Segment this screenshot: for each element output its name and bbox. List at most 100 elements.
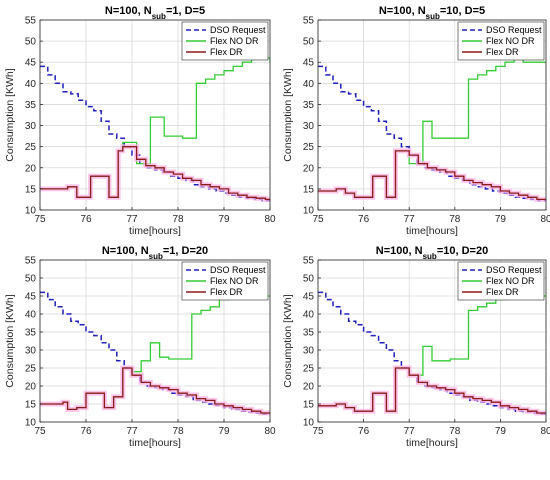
title-subscript: sub [423, 252, 437, 261]
series-line-flex-dr [318, 150, 546, 201]
y-tick-label: 40 [303, 79, 315, 90]
y-tick-label: 15 [25, 400, 37, 411]
y-tick-label: 35 [25, 328, 37, 339]
y-tick-label: 25 [303, 142, 315, 153]
x-axis-label: time[hours] [129, 225, 181, 237]
x-axis-label: time[hours] [406, 437, 458, 449]
x-tick-label: 76 [80, 214, 92, 225]
y-axis-label: Consumption [KWh] [4, 68, 16, 161]
x-tick-label: 78 [172, 426, 184, 437]
y-tick-label: 45 [25, 58, 37, 69]
legend-entry: Flex NO DR [210, 276, 259, 286]
y-tick-label: 15 [303, 400, 315, 411]
y-tick-label: 50 [303, 37, 315, 48]
x-tick-label: 78 [449, 214, 461, 225]
x-tick-label: 79 [218, 426, 230, 437]
x-tick-label: 76 [358, 214, 370, 225]
y-tick-label: 15 [303, 184, 315, 195]
y-tick-label: 55 [25, 16, 37, 27]
x-tick-label: 79 [495, 214, 507, 225]
y-axis-label: Consumption [KWh] [282, 294, 294, 387]
y-tick-label: 20 [303, 382, 315, 393]
y-tick-label: 35 [303, 328, 315, 339]
y-tick-label: 50 [303, 274, 315, 285]
y-tick-label: 45 [25, 292, 37, 303]
y-tick-label: 20 [303, 163, 315, 174]
panel-title: N=100, Nsub=10, D=20 [376, 245, 488, 261]
x-tick-label: 79 [495, 426, 507, 437]
legend-entry: Flex DR [210, 287, 243, 297]
panel-bottom-left: 75 76 77 78 79 80 10 15 20 25 30 35 40 45 50 55 time[hou… [4, 245, 276, 449]
panel-top-right: 75 76 77 78 79 80 10 15 20 25 30 35 40 45 50 55 time[hou… [282, 5, 550, 237]
title-prefix: N=100, N [376, 245, 423, 257]
y-tick-label: 25 [303, 364, 315, 375]
x-tick-label: 75 [34, 426, 46, 437]
x-tick-label: 75 [312, 214, 324, 225]
y-tick-label: 20 [25, 163, 37, 174]
title-suffix: =10, D=20 [437, 245, 488, 257]
plot-series [40, 57, 270, 202]
title-subscript: sub [152, 12, 166, 21]
plot-series [318, 57, 546, 202]
x-tick-label: 77 [404, 426, 416, 437]
y-tick-label: 10 [25, 206, 37, 217]
y-axis-label: Consumption [KWh] [282, 68, 294, 161]
legend-entry: DSO Request [210, 265, 266, 275]
y-tick-label: 30 [303, 346, 315, 357]
x-tick-label: 80 [264, 214, 276, 225]
legend-entry: Flex NO DR [486, 36, 535, 46]
x-tick-label: 75 [34, 214, 46, 225]
legend-entry: DSO Request [210, 25, 266, 35]
y-tick-label: 55 [303, 16, 315, 27]
y-tick-label: 45 [303, 292, 315, 303]
legend-entry: Flex DR [486, 47, 519, 57]
x-axis-label: time[hours] [406, 225, 458, 237]
panel-top-left: 75 76 77 78 79 80 10 15 20 25 30 35 40 45 50 55 time[hou… [4, 5, 276, 237]
title-prefix: N=100, N [379, 5, 426, 17]
y-tick-label: 10 [303, 206, 315, 217]
x-tick-label: 75 [312, 426, 324, 437]
y-tick-label: 15 [25, 184, 37, 195]
legend-entry: Flex NO DR [210, 36, 259, 46]
y-tick-label: 55 [25, 256, 37, 267]
x-tick-label: 77 [126, 214, 138, 225]
title-suffix: =10, D=5 [440, 5, 485, 17]
y-tick-label: 35 [25, 100, 37, 111]
series-line-flex-dr [40, 367, 270, 415]
y-axis-label: Consumption [KWh] [4, 294, 16, 387]
x-tick-label: 79 [218, 214, 230, 225]
series-line-flex-dr [318, 367, 546, 415]
y-tick-label: 10 [303, 418, 315, 429]
legend-entry: DSO Request [486, 25, 542, 35]
x-axis-label: time[hours] [129, 437, 181, 449]
panel-title: N=100, Nsub=1, D=20 [102, 245, 208, 261]
y-tick-label: 50 [25, 37, 37, 48]
y-tick-label: 25 [25, 364, 37, 375]
y-tick-label: 40 [25, 310, 37, 321]
x-tick-label: 78 [172, 214, 184, 225]
x-tick-label: 77 [126, 426, 138, 437]
title-prefix: N=100, N [102, 245, 149, 257]
panel-bottom-right: 75 76 77 78 79 80 10 15 20 25 30 35 40 45 50 55 time[hou… [282, 245, 550, 449]
x-tick-label: 80 [264, 426, 276, 437]
axes-box [317, 259, 547, 423]
x-tick-label: 76 [80, 426, 92, 437]
panel-title: N=100, Nsub=10, D=5 [379, 5, 485, 21]
panel-title: N=100, Nsub=1, D=5 [105, 5, 205, 21]
title-suffix: =1, D=5 [166, 5, 205, 17]
legend-entry: Flex NO DR [486, 276, 535, 286]
legend-entry: DSO Request [486, 265, 542, 275]
title-subscript: sub [149, 252, 163, 261]
x-tick-label: 78 [449, 426, 461, 437]
title-subscript: sub [426, 12, 440, 21]
x-tick-label: 77 [404, 214, 416, 225]
legend-entry: Flex DR [486, 287, 519, 297]
y-tick-label: 20 [25, 382, 37, 393]
y-tick-label: 25 [25, 142, 37, 153]
axes-box [317, 19, 547, 211]
y-tick-label: 40 [303, 310, 315, 321]
y-tick-label: 45 [303, 58, 315, 69]
axes-box [39, 19, 271, 211]
y-tick-label: 50 [25, 274, 37, 285]
